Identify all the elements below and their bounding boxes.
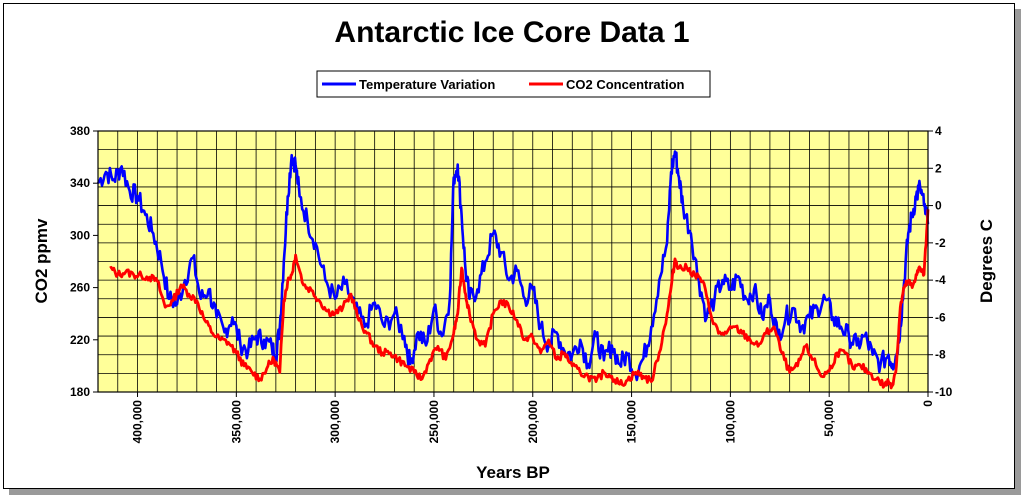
- left-axis-ticks: 180 220 260 300 340 380: [70, 124, 98, 399]
- right-tick-label: 4: [935, 124, 942, 138]
- chart-frame: Antarctic Ice Core Data 1 Temperature Va…: [3, 3, 1015, 489]
- right-tick-label: -2: [935, 236, 946, 250]
- left-tick-label: 180: [70, 385, 90, 399]
- x-axis-label: Years BP: [476, 463, 550, 482]
- x-tick-label: 200,000: [526, 400, 540, 444]
- x-tick-label: 50,000: [822, 400, 836, 437]
- chart-title: Antarctic Ice Core Data 1: [334, 16, 689, 49]
- x-tick-label: 150,000: [625, 400, 639, 444]
- right-tick-label: -10: [935, 385, 953, 399]
- plot-border: [97, 130, 929, 393]
- x-tick-label: 350,000: [229, 400, 243, 444]
- y-axis-label-left: CO2 ppmv: [32, 218, 51, 304]
- series-layer: [96, 150, 930, 390]
- chart-svg: Antarctic Ice Core Data 1 Temperature Va…: [32, 16, 996, 482]
- right-axis-ticks: -10 -8 -6 -4 -2 0 2 4: [928, 124, 953, 399]
- legend: Temperature Variation CO2 Concentration: [316, 70, 711, 98]
- legend-label-co2: CO2 Concentration: [566, 77, 685, 92]
- x-tick-label: 300,000: [328, 400, 342, 444]
- left-tick-label: 220: [70, 333, 90, 347]
- right-tick-label: -4: [935, 273, 946, 287]
- x-tick-label: 100,000: [723, 400, 737, 444]
- right-tick-label: 0: [935, 199, 942, 213]
- left-tick-label: 380: [70, 124, 90, 138]
- right-tick-label: -6: [935, 310, 946, 324]
- right-tick-label: 2: [935, 161, 942, 175]
- left-tick-label: 340: [70, 176, 90, 190]
- x-tick-label: 0: [921, 400, 935, 407]
- legend-box: [316, 70, 711, 98]
- x-tick-label: 400,000: [131, 400, 145, 444]
- y-axis-label-right: Degrees C: [977, 219, 996, 303]
- left-tick-label: 260: [70, 281, 90, 295]
- legend-label-temperature: Temperature Variation: [359, 77, 495, 92]
- series-line-co2: [109, 209, 930, 390]
- x-tick-label: 250,000: [427, 400, 441, 444]
- x-axis-ticks: 400,000 350,000 300,000 250,000 200,000 150,0…: [131, 392, 935, 443]
- series-line-temperature: [96, 150, 930, 382]
- right-tick-label: -8: [935, 348, 946, 362]
- left-tick-label: 300: [70, 228, 90, 242]
